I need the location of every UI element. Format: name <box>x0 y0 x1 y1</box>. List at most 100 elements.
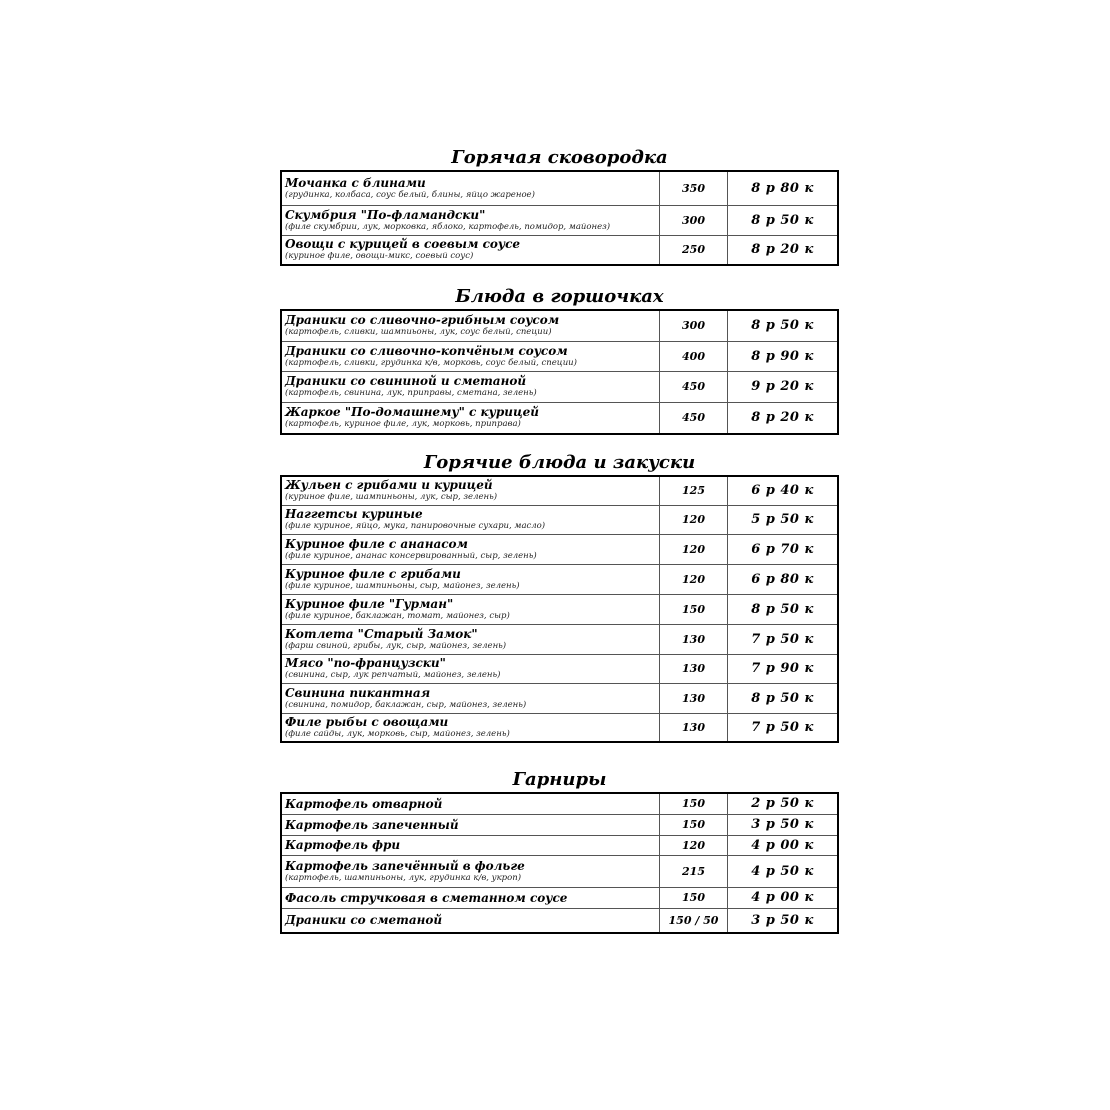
dish-ingredients: (филе куриное, ананас консервированный, … <box>285 550 537 561</box>
dish-name: Жаркое "По-домашнему" с курицей <box>285 405 539 420</box>
menu-row: Жаркое "По-домашнему" с курицей (картофел… <box>280 401 839 435</box>
menu-table: Мочанка с блинами (грудинка, колбаса, соу… <box>280 170 839 266</box>
dish-price: 8 р 50 к <box>727 204 839 236</box>
dish-cell: Драники со сметаной <box>280 907 660 934</box>
dish-ingredients: (картофель, сливки, шампиьоны, лук, соус… <box>285 327 552 338</box>
dish-weight: 250 <box>659 234 728 266</box>
menu-row: Мясо "по-французски" (свинина, сыр, лук р… <box>280 653 839 684</box>
menu-row: Наггетсы куриные (филе куриное, яйцо, мук… <box>280 504 839 535</box>
dish-ingredients: (картофель, куриное филе, лук, морковь, … <box>285 419 521 430</box>
dish-ingredients: (филе скумбрии, лук, морковка, яблоко, к… <box>285 221 611 232</box>
menu-section: Горячая сковородка Мочанка с блинами (груд… <box>280 146 839 266</box>
dish-cell: Драники со свининой и сметаной (картофель… <box>280 370 660 403</box>
dish-cell: Фасоль стручковая в сметанном соусе <box>280 886 660 909</box>
dish-name: Мясо "по-французски" <box>285 656 446 670</box>
dish-price: 6 р 70 к <box>727 533 839 565</box>
dish-name: Куриное филе "Гурман" <box>285 596 454 611</box>
menu-table: Драники со сливочно-грибным соусом (карто… <box>280 309 839 435</box>
dish-cell: Картофель запеченный <box>280 813 660 836</box>
dish-ingredients: (свинина, помидор, баклажан, сыр, майоне… <box>285 699 527 710</box>
dish-weight: 120 <box>659 533 728 565</box>
dish-price: 8 р 50 к <box>727 309 839 342</box>
dish-weight: 120 <box>659 563 728 595</box>
dish-cell: Картофель отварной <box>280 792 660 815</box>
dish-price: 3 р 50 к <box>727 907 839 934</box>
menu-row: Свинина пикантная (свинина, помидор, бакл… <box>280 682 839 714</box>
dish-weight: 150 <box>659 886 728 909</box>
dish-cell: Жаркое "По-домашнему" с курицей (картофел… <box>280 401 660 435</box>
dish-price: 8 р 20 к <box>727 234 839 266</box>
dish-weight: 400 <box>659 340 728 372</box>
dish-cell: Скумбрия "По-фламандски" (филе скумбрии, … <box>280 204 660 236</box>
dish-name: Картофель отварной <box>285 796 443 811</box>
dish-cell: Наггетсы куриные (филе куриное, яйцо, мук… <box>280 504 660 535</box>
dish-weight: 300 <box>659 309 728 342</box>
menu-row: Драники со сметаной 150 / 50 3 р 50 к <box>280 907 839 934</box>
dish-cell: Картофель запечённый в фольге (картофель,… <box>280 854 660 888</box>
dish-name: Мочанка с блинами <box>285 175 426 190</box>
section-title: Горячая сковородка <box>451 147 668 168</box>
dish-cell: Овощи с курицей в соевым соусе (куриное ф… <box>280 234 660 266</box>
dish-name: Котлета "Старый Замок" <box>285 626 478 641</box>
dish-cell: Свинина пикантная (свинина, помидор, бакл… <box>280 682 660 714</box>
menu-table: Жульен с грибами и курицей (куриное филе,… <box>280 475 839 743</box>
dish-price: 3 р 50 к <box>727 813 839 836</box>
dish-price: 6 р 40 к <box>727 475 839 506</box>
dish-name: Скумбрия "По-фламандски" <box>285 207 486 222</box>
dish-price: 4 р 50 к <box>727 854 839 888</box>
dish-weight: 120 <box>659 834 728 856</box>
menu-row: Мочанка с блинами (грудинка, колбаса, соу… <box>280 170 839 206</box>
dish-ingredients: (грудинка, колбаса, соус белый, блины, я… <box>285 189 535 200</box>
dish-name: Наггетсы куриные <box>285 507 423 521</box>
dish-name: Овощи с курицей в соевым соусе <box>285 237 521 252</box>
dish-weight: 450 <box>659 401 728 435</box>
dish-price: 8 р 50 к <box>727 593 839 625</box>
dish-name: Фасоль стручковая в сметанном соусе <box>285 890 568 905</box>
dish-weight: 130 <box>659 712 728 743</box>
dish-cell: Мочанка с блинами (грудинка, колбаса, соу… <box>280 170 660 206</box>
dish-weight: 125 <box>659 475 728 506</box>
dish-ingredients: (филе сайды, лук, морковь, сыр, майонез,… <box>285 728 510 739</box>
dish-price: 6 р 80 к <box>727 563 839 595</box>
dish-weight: 130 <box>659 623 728 655</box>
dish-cell: Куриное филе "Гурман" (филе куриное, бакл… <box>280 593 660 625</box>
dish-cell: Картофель фри <box>280 834 660 856</box>
dish-cell: Мясо "по-французски" (свинина, сыр, лук р… <box>280 653 660 684</box>
menu-row: Картофель запеченный 150 3 р 50 к <box>280 813 839 836</box>
dish-price: 5 р 50 к <box>727 504 839 535</box>
dish-weight: 150 <box>659 792 728 815</box>
dish-ingredients: (куриное филе, шампиньоны, лук, сыр, зел… <box>285 492 498 503</box>
dish-ingredients: (филе куриное, яйцо, мука, панировочные … <box>285 521 546 531</box>
dish-name: Драники со сливочно-копчёным соусом <box>285 343 568 358</box>
dish-cell: Жульен с грибами и курицей (куриное филе,… <box>280 475 660 506</box>
menu-row: Картофель отварной 150 2 р 50 к <box>280 792 839 815</box>
menu-row: Куриное филе с ананасом (филе куриное, ан… <box>280 533 839 565</box>
dish-ingredients: (картофель, сливки, грудинка к/в, морков… <box>285 357 577 368</box>
dish-name: Свинина пикантная <box>285 685 431 700</box>
menu-row: Картофель фри 120 4 р 00 к <box>280 834 839 856</box>
dish-name: Драники со свининой и сметаной <box>285 374 527 388</box>
menu-row: Скумбрия "По-фламандски" (филе скумбрии, … <box>280 204 839 236</box>
dish-name: Драники со сливочно-грибным соусом <box>285 313 560 328</box>
menu-row: Картофель запечённый в фольге (картофель,… <box>280 854 839 888</box>
menu-row: Драники со сливочно-грибным соусом (карто… <box>280 309 839 342</box>
menu-row: Куриное филе с грибами (филе куриное, шам… <box>280 563 839 595</box>
dish-name: Картофель фри <box>285 838 401 852</box>
dish-ingredients: (фарш свиной, грибы, лук, сыр, майонез, … <box>285 640 507 651</box>
dish-cell: Куриное филе с грибами (филе куриное, шам… <box>280 563 660 595</box>
menu-row: Драники со свининой и сметаной (картофель… <box>280 370 839 403</box>
menu-row: Котлета "Старый Замок" (фарш свиной, гриб… <box>280 623 839 655</box>
dish-cell: Куриное филе с ананасом (филе куриное, ан… <box>280 533 660 565</box>
menu-row: Овощи с курицей в соевым соусе (куриное ф… <box>280 234 839 266</box>
menu-row: Жульен с грибами и курицей (куриное филе,… <box>280 475 839 506</box>
dish-cell: Драники со сливочно-копчёным соусом (карт… <box>280 340 660 372</box>
dish-price: 8 р 90 к <box>727 340 839 372</box>
menu-row: Фасоль стручковая в сметанном соусе 150 4 … <box>280 886 839 909</box>
dish-name: Драники со сметаной <box>285 913 443 928</box>
dish-name: Куриное филе с ананасом <box>285 536 468 551</box>
dish-name: Куриное филе с грибами <box>285 566 461 581</box>
dish-price: 8 р 80 к <box>727 170 839 206</box>
dish-name: Жульен с грибами и курицей <box>285 478 493 493</box>
section-title: Гарниры <box>512 769 607 790</box>
dish-price: 8 р 20 к <box>727 401 839 435</box>
